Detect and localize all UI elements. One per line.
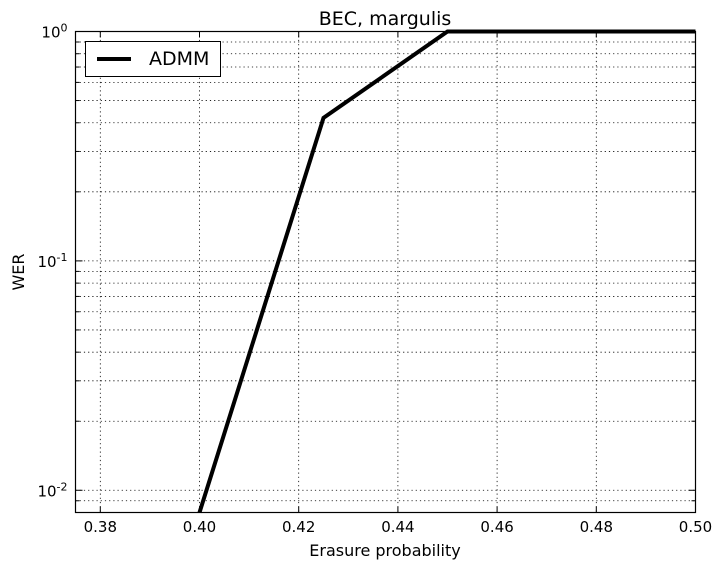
- y-tick-label: 100: [41, 22, 67, 42]
- x-tick-label: 0.38: [84, 518, 117, 536]
- chart-title: BEC, margulis: [319, 8, 452, 30]
- x-tick-label: 0.48: [580, 518, 613, 536]
- y-tick-label: 10-1: [37, 251, 67, 271]
- x-tick-label: 0.40: [183, 518, 216, 536]
- legend-label-admm: ADMM: [149, 48, 209, 70]
- grid: [75, 31, 696, 513]
- series-line-admm: [197, 29, 696, 514]
- y-axis-label: WER: [9, 253, 28, 290]
- y-tick-label: 10-2: [37, 480, 67, 500]
- legend: ADMM: [85, 41, 221, 77]
- x-tick-label: 0.42: [282, 518, 315, 536]
- x-axis-label: Erasure probability: [309, 541, 461, 560]
- ticks: 0.38 0.40 0.42 0.44 0.46 0.48 0.50 10-2 10-1 100: [37, 22, 712, 537]
- x-tick-label: 0.46: [480, 518, 513, 536]
- series-layer: [197, 29, 696, 514]
- plot-frame: [74, 30, 697, 514]
- x-tick-label: 0.50: [679, 518, 712, 536]
- x-tick-label: 0.44: [381, 518, 414, 536]
